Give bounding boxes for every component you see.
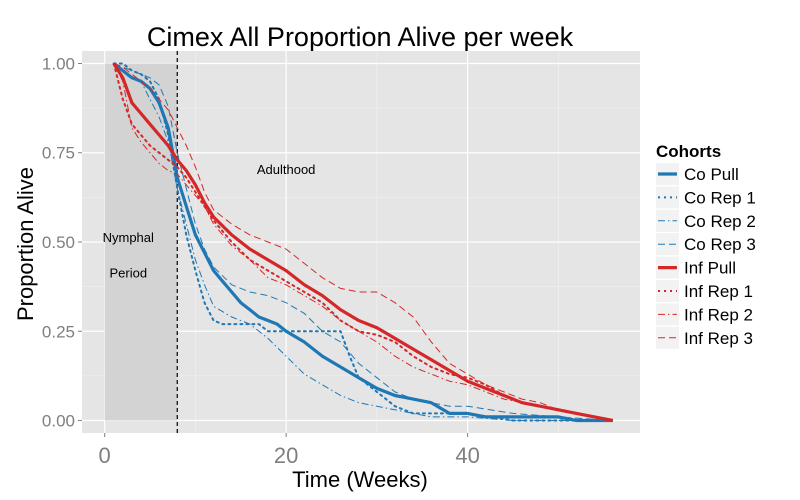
series-lines bbox=[112, 62, 614, 423]
y-tick-label: 1.00 bbox=[42, 54, 75, 73]
x-tick-label: 20 bbox=[274, 443, 298, 468]
x-tick-label: 0 bbox=[99, 443, 111, 468]
legend-key-bg bbox=[656, 326, 679, 349]
legend-label-co-rep-2: Co Rep 2 bbox=[684, 212, 756, 231]
series-line-co-pull bbox=[112, 62, 613, 423]
legend-key-bg bbox=[656, 209, 679, 232]
legend-label-inf-rep-1: Inf Rep 1 bbox=[684, 282, 753, 301]
legend-title: Cohorts bbox=[656, 142, 721, 161]
series-line-inf-rep-3 bbox=[113, 63, 613, 421]
axes: 0 20 40 0.00 0.25 0.50 0.75 1.00 bbox=[42, 54, 480, 468]
y-tick-label: 0.50 bbox=[42, 233, 75, 252]
annotation-nymphal: Nymphal bbox=[103, 230, 154, 245]
annotation-adulthood: Adulthood bbox=[257, 162, 316, 177]
legend-label-co-rep-3: Co Rep 3 bbox=[684, 235, 756, 254]
series-line-inf-rep-1 bbox=[112, 62, 614, 422]
legend-label-inf-pull: Inf Pull bbox=[684, 259, 736, 278]
y-tick-label: 0.00 bbox=[42, 412, 75, 431]
x-tick-label: 40 bbox=[455, 443, 479, 468]
series-line-co-rep-3 bbox=[113, 63, 613, 421]
legend-label-inf-rep-2: Inf Rep 2 bbox=[684, 305, 753, 324]
series-line-inf-rep-2 bbox=[113, 63, 613, 421]
y-tick-label: 0.25 bbox=[42, 322, 75, 341]
legend-label-inf-rep-3: Inf Rep 3 bbox=[684, 329, 753, 348]
legend-key-bg bbox=[656, 280, 679, 302]
series-line-co-rep-2 bbox=[113, 63, 613, 421]
legend: Cohorts Co Pull Co Rep 1 Co Rep 2 Co Rep 3 I… bbox=[656, 142, 756, 349]
y-axis-title: Proportion Alive bbox=[13, 167, 38, 321]
legend-label-co-rep-1: Co Rep 1 bbox=[684, 188, 756, 207]
legend-label-co-pull: Co Pull bbox=[684, 165, 739, 184]
y-tick-label: 0.75 bbox=[42, 144, 75, 163]
legend-key-bg bbox=[656, 303, 679, 326]
legend-key-bg bbox=[656, 233, 679, 256]
annotation-period: Period bbox=[109, 266, 147, 281]
x-axis-title: Time (Weeks) bbox=[292, 467, 428, 492]
chart-title: Cimex All Proportion Alive per week bbox=[147, 22, 574, 52]
annotations: Nymphal Period Adulthood bbox=[103, 162, 316, 281]
legend-key-bg bbox=[656, 186, 679, 209]
